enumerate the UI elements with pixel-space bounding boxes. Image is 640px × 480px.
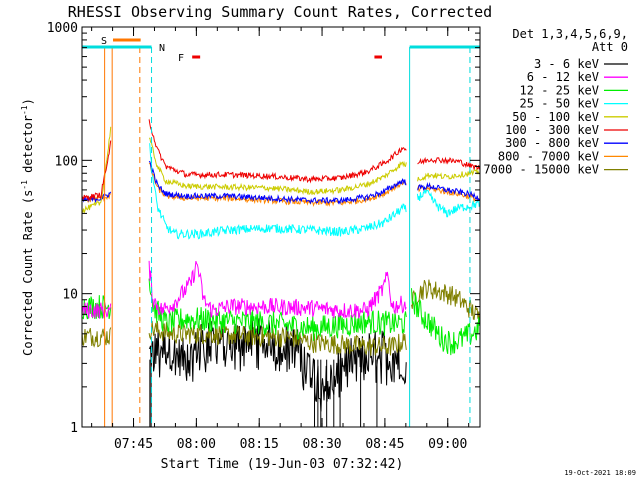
legend-header-line-2: Att 0 bbox=[592, 40, 628, 54]
series-line-black bbox=[148, 318, 407, 412]
series-line-blue bbox=[81, 191, 112, 204]
y-axis: 1 10 100 1000 bbox=[47, 21, 480, 436]
series-line-cyan bbox=[416, 187, 480, 218]
x-axis-label: Start Time (19-Jun-03 07:32:42) bbox=[161, 457, 404, 472]
x-tick-label: 08:45 bbox=[365, 437, 404, 452]
y-axis-label-superscript-2: -1 bbox=[20, 105, 29, 115]
legend-label: 12 - 25 keV bbox=[520, 83, 599, 97]
series-line-magenta bbox=[148, 260, 407, 319]
x-axis: 07:45 08:00 08:15 08:30 08:45 09:00 bbox=[91, 27, 470, 452]
legend-label: 6 - 12 keV bbox=[527, 70, 599, 84]
night-label: N bbox=[159, 43, 165, 54]
y-axis-label: Corrected Count Rate (s-1 detector-1) bbox=[20, 98, 35, 356]
y-axis-label-end: ) bbox=[21, 98, 35, 105]
y-tick-label: 100 bbox=[55, 154, 78, 169]
legend-label: 7000 - 15000 keV bbox=[483, 163, 599, 177]
legend-label: 3 - 6 keV bbox=[534, 57, 599, 71]
series-line-red bbox=[148, 119, 407, 184]
series-line-blue bbox=[148, 160, 407, 205]
series-line-olive-high bbox=[148, 320, 407, 356]
y-axis-label-middle: detector bbox=[21, 115, 35, 180]
plot-frame bbox=[81, 26, 481, 428]
legend-header-line-1: Det 1,3,4,5,6,9, bbox=[512, 27, 628, 41]
x-tick-label: 07:45 bbox=[114, 437, 153, 452]
x-tick-label: 08:15 bbox=[240, 437, 279, 452]
series-line-yellow bbox=[149, 137, 407, 196]
series-line-yellow bbox=[417, 168, 480, 182]
series-line-red bbox=[417, 156, 480, 170]
x-tick-label: 08:00 bbox=[177, 437, 216, 452]
legend-label: 300 - 800 keV bbox=[505, 136, 599, 150]
series-line-cyan bbox=[149, 143, 407, 240]
legend-label: 800 - 7000 keV bbox=[498, 149, 599, 163]
series-line-green bbox=[411, 288, 480, 356]
x-tick-label: 08:30 bbox=[302, 437, 341, 452]
flare-label: F bbox=[178, 53, 184, 64]
x-tick-label: 09:00 bbox=[428, 437, 467, 452]
y-tick-label: 1 bbox=[70, 421, 78, 436]
y-tick-label: 1000 bbox=[47, 21, 78, 36]
y-axis-label-main: Corrected Count Rate (s bbox=[21, 190, 35, 356]
y-tick-label: 10 bbox=[62, 288, 78, 303]
series-line-red bbox=[81, 140, 112, 201]
series-line-green bbox=[81, 295, 112, 320]
series-line-green bbox=[148, 278, 407, 341]
legend-label: 100 - 300 keV bbox=[505, 123, 599, 137]
series-line-magenta bbox=[81, 302, 112, 319]
y-axis-label-superscript-1: -1 bbox=[20, 180, 29, 190]
marker-layer: S N F bbox=[82, 36, 480, 427]
series-layer bbox=[81, 119, 480, 427]
chart-title: RHESSI Observing Summary Count Rates, Co… bbox=[68, 3, 492, 21]
series-line-olive-high bbox=[411, 279, 480, 325]
legend-label: 50 - 100 keV bbox=[512, 110, 599, 124]
footer-date: 19-Oct-2021 18:09 bbox=[564, 469, 636, 477]
legend-label: 25 - 50 keV bbox=[520, 97, 599, 111]
series-line-blue bbox=[417, 181, 480, 202]
series-line-yellow bbox=[81, 126, 112, 215]
saa-label: S bbox=[101, 36, 107, 47]
